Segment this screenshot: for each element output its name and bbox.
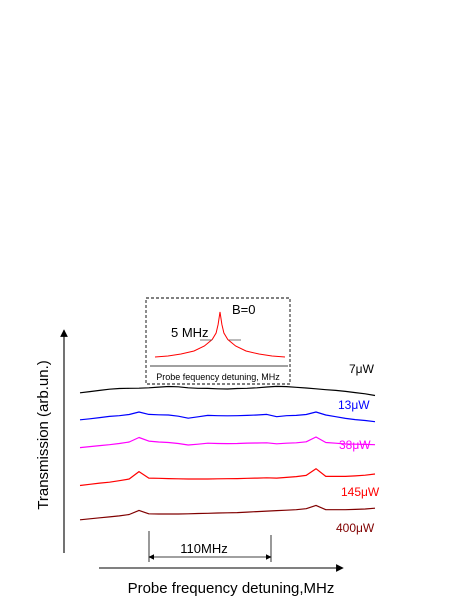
series-line-1 <box>79 411 376 423</box>
inset-xlabel: Probe fequency detuning, MHz <box>156 372 280 382</box>
inset-line <box>154 311 286 358</box>
series-line-0 <box>79 385 376 397</box>
inset-label: B=0 <box>232 302 256 317</box>
inset-frame <box>145 297 291 385</box>
series-label-400uw: 400μW <box>336 521 375 535</box>
series-line-4 <box>79 504 376 521</box>
separation-label: 110MHz <box>180 541 227 556</box>
series-line-3 <box>79 468 376 487</box>
inset-plot <box>154 311 286 358</box>
series-line-2 <box>79 436 376 449</box>
series-label-13uw: 13μW <box>338 398 370 412</box>
traces <box>79 385 376 521</box>
y-axis-title: Transmission (arb.un.) <box>35 360 52 510</box>
series-label-7uw: 7μW <box>349 362 375 376</box>
series-label-38uw: 38μW <box>339 438 371 452</box>
inset-width-label: 5 MHz <box>171 325 209 340</box>
series-label-145uw: 145μW <box>341 485 380 499</box>
x-axis-title: Probe frequency detuning,MHz <box>128 580 335 597</box>
